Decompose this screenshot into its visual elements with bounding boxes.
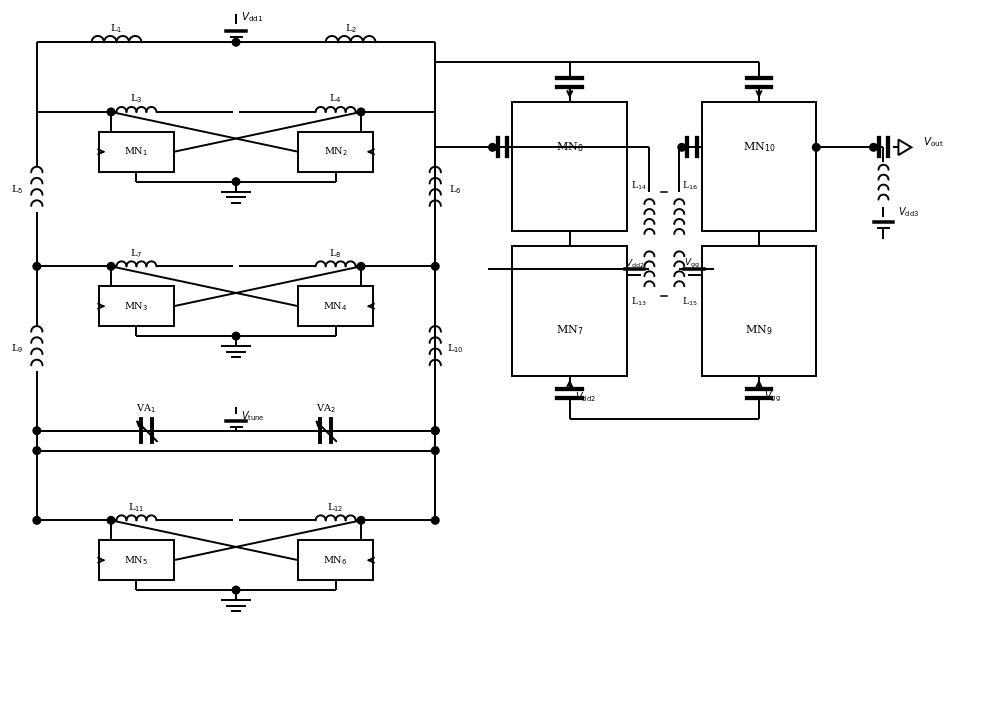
Circle shape [431, 427, 439, 434]
Text: L$_1$: L$_1$ [110, 22, 123, 35]
Bar [298, 540, 373, 580]
Text: $V_{\rm gg}$: $V_{\rm gg}$ [764, 390, 781, 404]
Circle shape [489, 143, 496, 151]
Circle shape [33, 447, 41, 455]
Circle shape [870, 143, 877, 151]
Text: L$_2$: L$_2$ [345, 22, 357, 35]
Text: L$_8$: L$_8$ [329, 247, 342, 260]
Circle shape [431, 427, 439, 434]
Text: $V_{\rm dd1}$: $V_{\rm dd1}$ [241, 11, 263, 24]
Text: MN$_5$: MN$_5$ [124, 554, 149, 567]
Circle shape [107, 108, 115, 116]
Text: $V_{\rm out}$: $V_{\rm out}$ [923, 136, 944, 149]
Text: L$_{10}$: L$_{10}$ [447, 342, 464, 355]
Text: L$_{12}$: L$_{12}$ [327, 501, 344, 514]
Text: MN$_{10}$: MN$_{10}$ [743, 140, 775, 154]
Text: $V_{\rm gg}$: $V_{\rm gg}$ [684, 257, 700, 270]
Bar [512, 246, 627, 376]
Circle shape [232, 178, 240, 186]
Circle shape [812, 143, 820, 151]
Circle shape [232, 586, 240, 594]
Text: MN$_2$: MN$_2$ [324, 145, 348, 158]
Text: L$_3$: L$_3$ [130, 92, 143, 105]
Text: L$_5$: L$_5$ [11, 183, 23, 196]
Bar [702, 102, 816, 232]
Circle shape [107, 263, 115, 270]
Circle shape [357, 517, 365, 524]
Text: VA$_1$: VA$_1$ [136, 402, 156, 415]
Circle shape [107, 517, 115, 524]
Text: MN$_4$: MN$_4$ [323, 300, 348, 313]
Text: L$_9$: L$_9$ [11, 342, 23, 355]
Bar [99, 540, 174, 580]
Bar [702, 246, 816, 376]
Bar [99, 286, 174, 326]
Circle shape [431, 447, 439, 455]
Circle shape [232, 38, 240, 46]
Text: L$_{16}$: L$_{16}$ [682, 180, 698, 193]
Text: L$_7$: L$_7$ [130, 247, 143, 260]
Circle shape [431, 517, 439, 524]
Circle shape [33, 263, 41, 270]
Circle shape [357, 108, 365, 116]
Bar [512, 102, 627, 232]
Circle shape [431, 263, 439, 270]
Bar [99, 132, 174, 172]
Text: MN$_8$: MN$_8$ [556, 140, 584, 154]
Circle shape [357, 263, 365, 270]
Text: MN$_7$: MN$_7$ [556, 323, 583, 337]
Circle shape [678, 143, 686, 151]
Text: L$_4$: L$_4$ [329, 92, 342, 105]
Text: MN$_6$: MN$_6$ [323, 554, 348, 567]
Text: L$_{11}$: L$_{11}$ [128, 501, 145, 514]
Text: L$_{15}$: L$_{15}$ [682, 295, 698, 308]
Text: $V_{\rm dd2}$: $V_{\rm dd2}$ [625, 258, 644, 270]
Text: $V_{\rm tune}$: $V_{\rm tune}$ [241, 409, 265, 423]
Text: L$_{14}$: L$_{14}$ [631, 180, 646, 193]
Text: MN$_3$: MN$_3$ [124, 300, 149, 313]
Circle shape [232, 333, 240, 340]
Text: $V_{\rm dd2}$: $V_{\rm dd2}$ [575, 390, 596, 404]
Text: L$_6$: L$_6$ [449, 183, 461, 196]
Text: VA$_2$: VA$_2$ [316, 402, 336, 415]
Text: $V_{\rm dd3}$: $V_{\rm dd3}$ [898, 205, 920, 219]
Circle shape [33, 517, 41, 524]
Circle shape [33, 427, 41, 434]
Text: MN$_1$: MN$_1$ [124, 145, 149, 158]
Bar [298, 132, 373, 172]
Text: L$_{13}$: L$_{13}$ [631, 295, 646, 308]
Bar [298, 286, 373, 326]
Text: MN$_9$: MN$_9$ [745, 323, 773, 337]
